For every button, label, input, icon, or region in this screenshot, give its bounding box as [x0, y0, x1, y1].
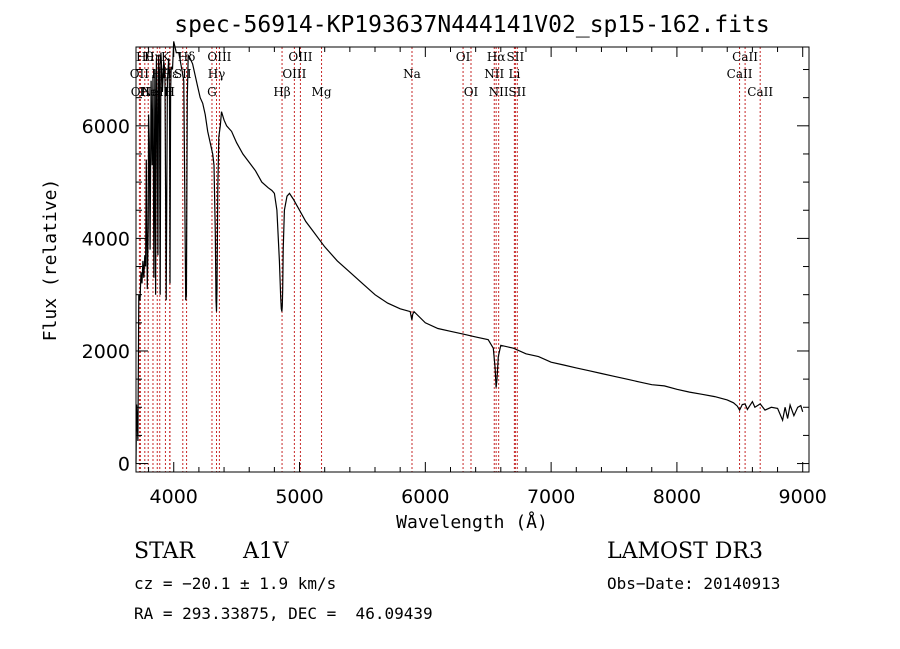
x-tick-label: 8000	[653, 486, 701, 508]
spectral-line-labels: OIIOIIHθHeHηNeIIIHζKHεHSIIHδGHγOIIIHβOII…	[130, 50, 774, 99]
axis-ticks: 4000 5000 6000 7000 8000 9000 0 2000 4000 6000	[82, 47, 827, 508]
y-axis-label: Flux (relative)	[40, 179, 61, 342]
spectral-line-label: Li	[508, 67, 520, 81]
spectral-line-label: NII	[489, 85, 509, 99]
sky-coordinates: RA = 293.33875, DEC = 46.09439	[134, 604, 433, 623]
spectral-line-label: Hγ	[208, 67, 226, 81]
spectral-line-markers	[138, 47, 761, 472]
x-tick-label: 4000	[150, 486, 198, 508]
spectral-line-label: Na	[403, 67, 421, 81]
x-tick-label: 9000	[779, 486, 827, 508]
y-tick-label: 6000	[82, 116, 130, 138]
spectral-line-label: Hβ	[273, 85, 290, 99]
spectral-line-label: OI	[464, 85, 479, 99]
observation-date: Obs−Date: 20140913	[607, 574, 781, 593]
x-tick-label: 5000	[275, 486, 323, 508]
spectral-line-label: OIII	[207, 50, 231, 64]
object-class: STAR	[134, 539, 195, 564]
survey-name: LAMOST DR3	[607, 539, 763, 564]
spectral-line-label: OI	[456, 50, 471, 64]
spectral-line-label: OIII	[288, 50, 312, 64]
spectral-line-label: CaII	[747, 85, 773, 99]
y-tick-label: 2000	[82, 341, 130, 363]
spectral-line-label: NII	[484, 67, 504, 81]
x-tick-label: 6000	[401, 486, 449, 508]
y-tick-label: 4000	[82, 228, 130, 250]
spectrum-line	[135, 41, 804, 464]
spectral-line-label: K	[161, 50, 171, 64]
spectral-line-label: OII	[130, 67, 150, 81]
object-subclass: A1V	[243, 539, 289, 564]
spectral-line-label: Hη	[144, 50, 162, 64]
x-axis-label: Wavelength (Å)	[396, 511, 548, 533]
spectral-line-label: Hε	[162, 67, 179, 81]
spectral-line-label: G	[207, 85, 217, 99]
spectral-line-label: CaII	[732, 50, 758, 64]
spectral-line-label: SII	[507, 50, 525, 64]
x-tick-label: 7000	[527, 486, 575, 508]
spectral-line-label: Hθ	[136, 50, 154, 64]
chart-title: spec-56914-KP193637N444141V02_sp15-162.f…	[174, 12, 769, 38]
spectral-line-label: Mg	[312, 85, 332, 99]
redshift-velocity: cz = −20.1 ± 1.9 km/s	[134, 574, 337, 593]
plot-frame	[135, 46, 810, 473]
spectral-line-label: OIII	[282, 67, 306, 81]
y-tick-label: 0	[118, 454, 130, 476]
spectral-line-label: Hα	[487, 50, 506, 64]
spectral-line-label: CaII	[727, 67, 753, 81]
spectral-line-label: SII	[508, 85, 526, 99]
